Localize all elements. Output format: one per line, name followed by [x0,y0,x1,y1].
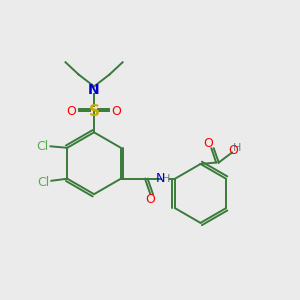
Text: Cl: Cl [36,140,48,153]
Text: N: N [88,83,100,97]
Text: H: H [162,174,170,184]
Text: S: S [88,103,100,118]
Text: Cl: Cl [38,176,50,189]
Text: N: N [156,172,166,185]
Text: H: H [233,143,242,153]
Text: O: O [112,105,122,118]
Text: O: O [229,144,238,157]
Text: O: O [67,105,76,118]
Text: O: O [145,194,155,206]
Text: O: O [203,136,213,150]
